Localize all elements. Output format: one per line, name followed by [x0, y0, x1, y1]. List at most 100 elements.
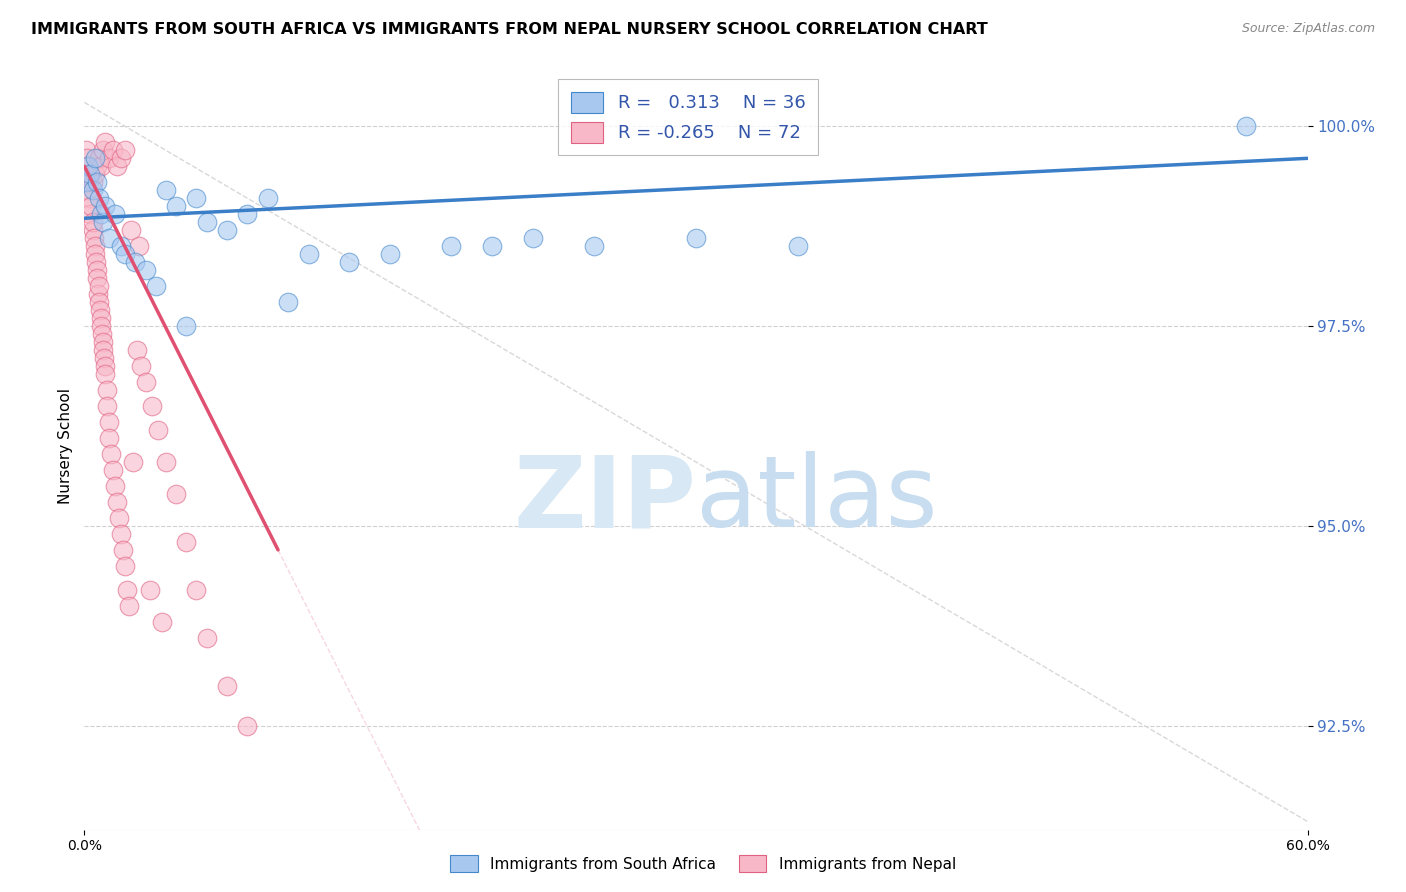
Point — [155, 455, 177, 469]
Point — [114, 247, 136, 261]
Point — [90, 327, 112, 342]
Point — [90, 319, 112, 334]
Point — [86, 271, 108, 285]
Point — [86, 287, 108, 301]
Point — [76, 151, 98, 165]
Point — [135, 375, 157, 389]
Point — [277, 295, 299, 310]
Point — [380, 247, 402, 261]
Point — [138, 582, 160, 597]
Point — [82, 215, 104, 229]
Point — [93, 136, 115, 150]
Point — [91, 335, 114, 350]
Point — [80, 199, 103, 213]
Point — [93, 351, 115, 365]
Point — [186, 582, 208, 597]
Point — [236, 719, 259, 733]
Point — [93, 359, 115, 373]
Point — [77, 159, 100, 173]
Point — [110, 239, 132, 253]
Point — [685, 231, 707, 245]
Point — [101, 144, 124, 158]
Point — [146, 423, 169, 437]
Point — [97, 431, 120, 445]
Point — [100, 447, 122, 461]
Point — [257, 191, 280, 205]
Point — [195, 631, 218, 645]
Point — [104, 479, 127, 493]
Point — [105, 159, 128, 173]
Point — [82, 175, 104, 189]
Point — [110, 151, 132, 165]
Point — [101, 463, 124, 477]
Point — [79, 175, 101, 189]
Point — [440, 239, 463, 253]
Point — [89, 303, 111, 318]
Point — [87, 191, 110, 205]
Point — [112, 542, 135, 557]
Point — [150, 615, 173, 629]
Point — [165, 199, 187, 213]
Point — [115, 582, 138, 597]
Point — [86, 175, 108, 189]
Point — [104, 207, 127, 221]
Point — [195, 215, 218, 229]
Point — [236, 207, 259, 221]
Point — [90, 311, 112, 326]
Point — [174, 535, 197, 549]
Point — [83, 239, 105, 253]
Point — [91, 343, 114, 357]
Point — [77, 167, 100, 181]
Point — [186, 191, 208, 205]
Point — [83, 247, 105, 261]
Text: IMMIGRANTS FROM SOUTH AFRICA VS IMMIGRANTS FROM NEPAL NURSERY SCHOOL CORRELATION: IMMIGRANTS FROM SOUTH AFRICA VS IMMIGRAN… — [31, 22, 987, 37]
Point — [91, 215, 114, 229]
Point — [90, 207, 112, 221]
Point — [77, 183, 100, 197]
Point — [75, 159, 97, 173]
Point — [83, 231, 105, 245]
Point — [91, 144, 114, 158]
Point — [97, 231, 120, 245]
Point — [105, 495, 128, 509]
Point — [128, 239, 150, 253]
Point — [124, 255, 146, 269]
Point — [75, 175, 97, 189]
Point — [114, 144, 136, 158]
Y-axis label: Nursery School: Nursery School — [58, 388, 73, 504]
Point — [522, 231, 544, 245]
Point — [97, 151, 120, 165]
Point — [108, 511, 131, 525]
Point — [120, 223, 142, 237]
Point — [79, 167, 101, 181]
Point — [787, 239, 810, 253]
Point — [298, 247, 321, 261]
Point — [86, 159, 108, 173]
Text: Source: ZipAtlas.com: Source: ZipAtlas.com — [1241, 22, 1375, 36]
Point — [75, 144, 97, 158]
Point — [87, 295, 110, 310]
Point — [339, 255, 361, 269]
Text: ZIP: ZIP — [513, 451, 696, 549]
Point — [145, 279, 167, 293]
Point — [82, 183, 104, 197]
Text: atlas: atlas — [696, 451, 938, 549]
Point — [79, 191, 101, 205]
Point — [93, 367, 115, 381]
Legend: Immigrants from South Africa, Immigrants from Nepal: Immigrants from South Africa, Immigrants… — [443, 847, 963, 880]
Point — [90, 159, 112, 173]
Point — [97, 415, 120, 429]
Point — [141, 399, 163, 413]
Point — [93, 199, 115, 213]
Point — [87, 151, 110, 165]
Point — [96, 399, 118, 413]
Legend: R =   0.313    N = 36, R = -0.265    N = 72: R = 0.313 N = 36, R = -0.265 N = 72 — [558, 79, 818, 155]
Point — [122, 455, 145, 469]
Point — [481, 239, 503, 253]
Point — [96, 383, 118, 397]
Point — [155, 183, 177, 197]
Point — [79, 207, 101, 221]
Point — [114, 558, 136, 573]
Point — [118, 599, 141, 613]
Point — [131, 359, 153, 373]
